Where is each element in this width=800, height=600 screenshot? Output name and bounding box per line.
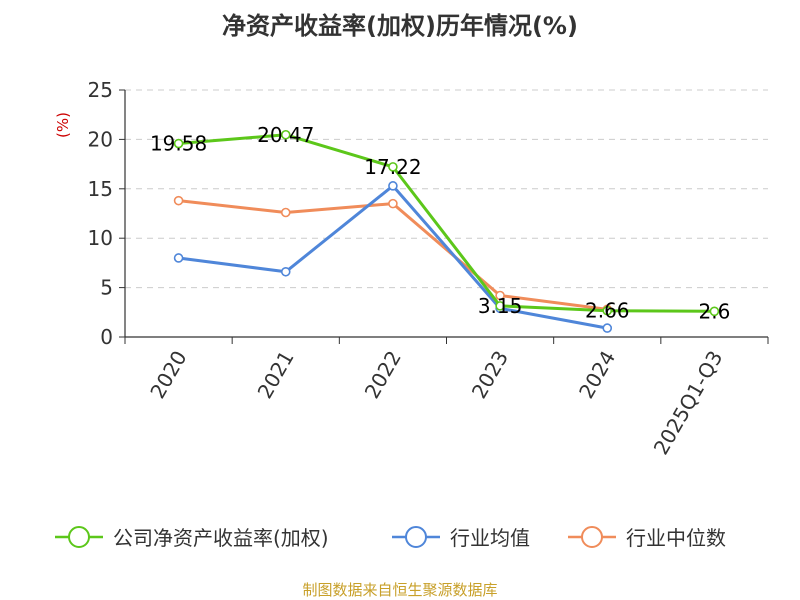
legend-item: 公司净资产收益率(加权) — [55, 526, 329, 550]
legend-label: 公司净资产收益率(加权) — [113, 526, 329, 550]
data-point — [173, 253, 184, 263]
data-point — [280, 129, 291, 140]
y-axis-label: (%) — [54, 112, 72, 138]
legend-marker — [405, 526, 427, 548]
legend-item: 行业中位数 — [568, 526, 726, 550]
series — [173, 129, 720, 333]
legend-marker — [581, 526, 603, 548]
data-point — [280, 266, 291, 277]
data-point — [495, 290, 505, 301]
legend-item: 行业均值 — [392, 526, 530, 550]
data-point — [495, 301, 505, 311]
y-tick-label: 15 — [88, 177, 113, 201]
data-label: 17.22 — [364, 155, 421, 179]
x-tick-label: 2024 — [574, 347, 620, 403]
y-tick-label: 0 — [100, 325, 113, 349]
legend: 公司净资产收益率(加权) 行业均值 行业中位数 — [55, 526, 726, 550]
data-point — [709, 306, 720, 317]
y-tick-label: 5 — [100, 276, 113, 300]
x-tick-label: 2020 — [145, 347, 191, 403]
data-label: 20.47 — [257, 123, 314, 147]
x-tick-label: 2025Q1-Q3 — [649, 347, 728, 459]
data-point — [388, 162, 398, 172]
y-tick-label: 10 — [88, 226, 113, 250]
x-tick-label: 2023 — [467, 347, 513, 403]
grid — [125, 89, 768, 289]
x-tick-label: 2021 — [253, 347, 299, 403]
data-label: 19.58 — [150, 132, 207, 156]
data-label: 2.6 — [699, 299, 731, 323]
series-line-0 — [178, 133, 715, 313]
data-point — [280, 207, 291, 218]
data-labels: 19.58 20.47 17.22 3.15 2.66 2.6 — [150, 123, 730, 324]
data-point — [173, 138, 184, 149]
data-point — [388, 198, 398, 209]
data-label: 3.15 — [478, 294, 523, 318]
x-tick-label: 2022 — [360, 347, 406, 403]
data-point — [602, 323, 613, 333]
source-note: 制图数据来自恒生聚源数据库 — [302, 581, 497, 599]
legend-label: 行业均值 — [450, 526, 530, 550]
legend-marker — [68, 526, 90, 548]
data-label: 2.66 — [585, 299, 630, 323]
data-point — [388, 181, 398, 191]
data-point — [602, 305, 613, 316]
series-line-2 — [178, 199, 608, 311]
chart-title: 净资产收益率(加权)历年情况(%) — [222, 12, 578, 40]
data-point — [173, 195, 184, 206]
y-tick-label: 25 — [88, 78, 113, 102]
legend-label: 行业中位数 — [626, 526, 726, 550]
y-tick-label: 20 — [88, 127, 113, 151]
